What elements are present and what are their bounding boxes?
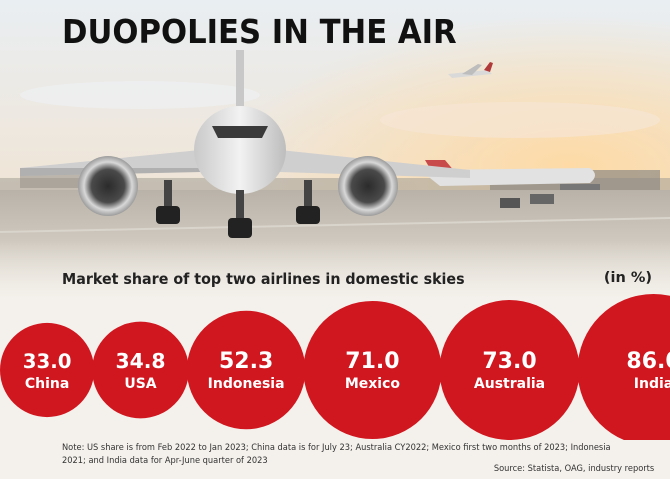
source-note: Source: Statista, OAG, industry reports [493, 463, 654, 474]
footnote-line-2: 2021; and India data for Apr-June quarte… [62, 454, 268, 466]
bubble-value-india: 86.0 [626, 349, 670, 374]
bubble-value-china: 33.0 [23, 350, 72, 373]
bubble-label-india: India [634, 376, 670, 392]
bubble-value-mexico: 71.0 [345, 349, 399, 374]
bubble-value-australia: 73.0 [482, 349, 536, 374]
bubble-china [0, 322, 95, 418]
airplane-illustration [0, 0, 670, 300]
bubble-usa [92, 321, 189, 419]
bubble-mexico [303, 300, 442, 440]
bubble-value-usa: 34.8 [115, 349, 165, 373]
bubble-india [577, 294, 670, 440]
bubble-chart: 33.0 China 34.8 USA 52.3 Indonesia 71.0 Mexico 7… [0, 294, 670, 440]
bubble-label-mexico: Mexico [345, 376, 401, 392]
bubble-label-australia: Australia [474, 376, 545, 392]
bubble-label-indonesia: Indonesia [208, 376, 285, 392]
footnote-line-1: Note: US share is from Feb 2022 to Jan 2… [62, 442, 611, 453]
footnote: Note: US share is from Feb 2022 to Jan 2… [62, 442, 662, 467]
bubble-label-china: China [25, 376, 69, 392]
chart-title: Market share of top two airlines in dome… [62, 270, 465, 288]
unit-label: (in %) [603, 270, 652, 286]
bubble-australia [439, 300, 580, 440]
bubble-indonesia [186, 310, 306, 430]
bubble-label-usa: USA [124, 376, 156, 392]
hero-photo [0, 0, 670, 300]
bubble-value-indonesia: 52.3 [219, 349, 273, 374]
page-title: DUOPOLIES IN THE AIR [62, 12, 457, 51]
distant-plane-icon [448, 62, 493, 78]
